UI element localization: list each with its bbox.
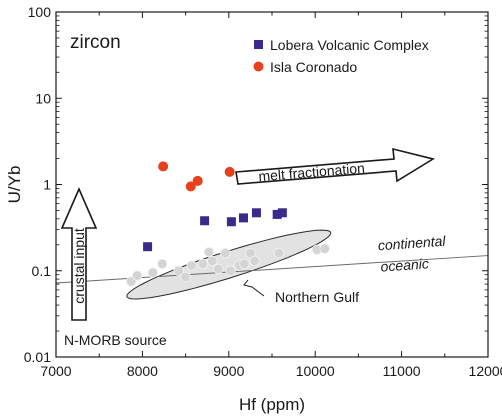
lobera-volcanic-complex-point-4 xyxy=(251,208,261,218)
northern-gulf-leader xyxy=(243,279,265,297)
northern-gulf-label: Northern Gulf xyxy=(275,289,359,305)
northern-gulf-point-11 xyxy=(220,247,231,259)
continental-label: continental xyxy=(377,233,447,254)
y-tick-label-3: 10 xyxy=(35,90,51,106)
lobera-volcanic-complex-point-3 xyxy=(238,213,248,223)
legend-label-lobera-volcanic-complex: Lobera Volcanic Complex xyxy=(270,37,429,53)
lobera-volcanic-complex-point-0 xyxy=(143,242,153,252)
x-tick-label-11000: 11000 xyxy=(383,363,421,379)
northern-gulf-point-14 xyxy=(239,258,250,270)
northern-gulf-point-2 xyxy=(147,267,158,278)
points-layer xyxy=(125,161,330,287)
northern-gulf-point-8 xyxy=(203,246,215,258)
northern-gulf-point-16 xyxy=(249,255,260,267)
y-axis-title: U/Yb xyxy=(5,166,24,204)
northern-gulf-field-layer xyxy=(126,229,332,300)
legend-label-isla-coronado: Isla Coronado xyxy=(270,59,357,75)
northern-gulf-point-6 xyxy=(186,260,197,271)
isla-coronado-point-0 xyxy=(158,161,169,172)
northern-gulf-point-1 xyxy=(132,270,143,281)
y-tick-label-4: 100 xyxy=(28,4,52,20)
northern-gulf-point-12 xyxy=(225,265,236,276)
legend-marker-lobera-volcanic-complex xyxy=(254,40,263,49)
northern-gulf-point-10 xyxy=(213,263,224,275)
y-tick-label-2: 1 xyxy=(43,177,51,193)
arrows-layer xyxy=(60,147,436,321)
lobera-volcanic-complex-point-1 xyxy=(200,216,210,226)
lobera-volcanic-complex-point-5 xyxy=(272,209,282,219)
northern-gulf-point-19 xyxy=(319,243,330,254)
annotations-layer: zircon N-MORB source crustal input melt fra… xyxy=(64,32,447,348)
isla-coronado-point-2 xyxy=(192,175,203,186)
oceanic-label: oceanic xyxy=(380,255,429,274)
y-tick-label-0: 0.01 xyxy=(24,349,51,365)
crustal-input-arrow xyxy=(60,186,98,321)
legend: Lobera Volcanic Complex Isla Coronado xyxy=(253,37,429,75)
isla-coronado-point-1 xyxy=(185,181,196,192)
x-axis-title: Hf (ppm) xyxy=(239,395,305,414)
x-tick-label-8000: 8000 xyxy=(127,363,158,379)
lobera-volcanic-complex-point-2 xyxy=(226,217,236,227)
northern-gulf-field xyxy=(126,229,332,300)
melt-fractionation-label: melt fractionation xyxy=(258,160,366,184)
lobera-volcanic-complex-point-6 xyxy=(277,208,287,218)
y-tick-label-1: 0.1 xyxy=(32,263,52,279)
northern-gulf-point-9 xyxy=(207,255,218,267)
melt-fractionation-arrow xyxy=(235,147,436,185)
x-tick-label-10000: 10000 xyxy=(296,363,335,379)
northern-gulf-point-3 xyxy=(157,258,168,270)
x-tick-label-7000: 7000 xyxy=(40,363,71,379)
northern-gulf-point-4 xyxy=(173,265,184,276)
northern-gulf-point-17 xyxy=(273,247,285,259)
northern-gulf-point-15 xyxy=(245,247,256,259)
legend-marker-isla-coronado xyxy=(253,61,264,72)
x-tick-label-9000: 9000 xyxy=(213,363,244,379)
crustal-input-label: crustal input xyxy=(71,228,87,304)
source-label: N-MORB source xyxy=(64,332,167,348)
mineral-label: zircon xyxy=(70,32,121,53)
northern-gulf-point-5 xyxy=(180,271,191,283)
northern-gulf-point-7 xyxy=(197,258,209,270)
isla-coronado-point-3 xyxy=(224,166,235,177)
